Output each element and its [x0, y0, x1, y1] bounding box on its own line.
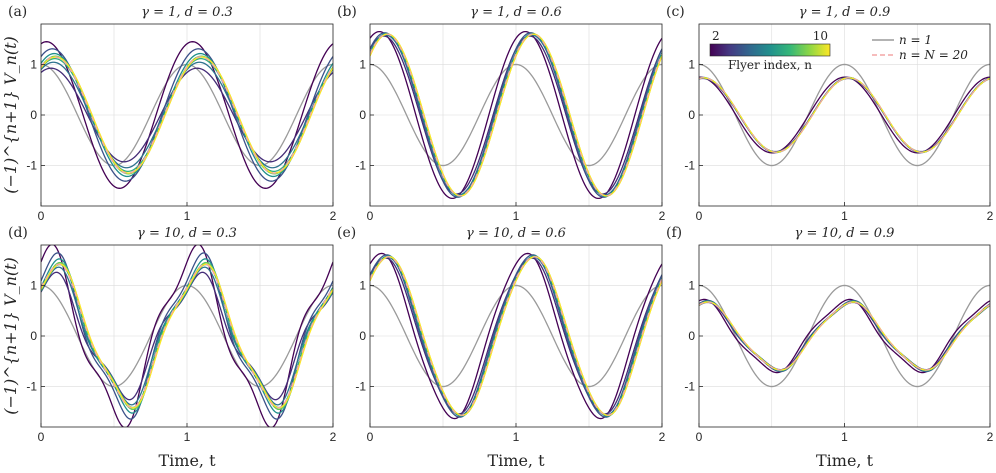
x-tick-label: 1	[513, 209, 520, 223]
panel-b: 0 1 2 -1 0 1 (b) γ = 1, d = 0.6	[337, 4, 666, 223]
y-tick-label: 0	[688, 108, 695, 122]
x-tick-label: 0	[696, 430, 703, 444]
series-n20	[699, 77, 990, 153]
colorbar-max-label: 10	[813, 29, 828, 43]
panel-f: 0 1 2 -1 0 1 (f) γ = 10, d = 0.9	[666, 225, 994, 444]
series-n2	[699, 298, 990, 374]
y-tick-label: 1	[688, 278, 695, 292]
y-tick-label: 0	[30, 329, 37, 343]
panel-d: 0 1 2 -1 0 1 (d) γ = 10, d = 0.3	[8, 225, 337, 444]
panel-title: γ = 1, d = 0.3	[141, 5, 233, 20]
y-tick-label: 1	[359, 278, 366, 292]
panel-title: γ = 10, d = 0.6	[466, 226, 566, 241]
panel-label: (e)	[337, 225, 356, 241]
panel-c: 0 1 2 -1 0 1 (c) γ = 1, d = 0.9	[666, 4, 994, 223]
panel-title: γ = 1, d = 0.6	[470, 5, 562, 20]
panel-e: 0 1 2 -1 0 1 (e) γ = 10, d = 0.6	[337, 225, 666, 444]
series-n10	[41, 56, 333, 174]
y-tick-label: -1	[26, 159, 37, 173]
y-tick-label: 1	[30, 57, 37, 71]
y-tick-label: -1	[26, 380, 37, 394]
series-n10	[370, 33, 662, 197]
legend-label: n = 1	[899, 33, 932, 47]
panel-label: (b)	[337, 4, 357, 20]
panel-label: (a)	[8, 4, 27, 20]
panel-title: γ = 10, d = 0.3	[137, 226, 237, 241]
panel-title: γ = 1, d = 0.9	[799, 5, 891, 20]
x-tick-label: 2	[659, 209, 666, 223]
x-tick-label: 0	[696, 209, 703, 223]
series-group	[699, 63, 990, 167]
series-n4	[41, 252, 333, 420]
x-tick-label: 0	[38, 209, 45, 223]
x-axis-label: Time, t	[816, 451, 874, 470]
y-tick-label: 0	[359, 108, 366, 122]
series-n10	[41, 263, 333, 409]
series-group	[41, 245, 333, 427]
colorbar-title: Flyer index, n	[728, 58, 812, 72]
x-tick-label: 0	[38, 430, 45, 444]
series-group	[370, 252, 662, 420]
panel-label: (c)	[666, 4, 685, 20]
x-tick-label: 1	[184, 209, 191, 223]
colorbar	[709, 43, 831, 57]
y-tick-label: -1	[355, 380, 366, 394]
series-n6	[41, 258, 333, 414]
x-tick-label: 2	[987, 209, 994, 223]
x-axis-label: Time, t	[487, 451, 545, 470]
series-n5	[41, 61, 333, 169]
series-n2	[370, 252, 662, 420]
panels-group: 0 1 2 -1 0 1 (a) γ = 1, d = 0.3 0 1 2 -1 0 1 (b) γ = 1,…	[8, 4, 994, 444]
y-tick-label: 0	[359, 329, 366, 343]
y-axis-label: (−1)^{n+1} V_n(t)	[1, 257, 20, 415]
legend-group: 2 10 Flyer index, n n = 1n = N = 20	[709, 29, 968, 72]
panel-title: γ = 10, d = 0.9	[795, 226, 895, 241]
y-tick-label: 1	[30, 278, 37, 292]
series-n1	[699, 284, 990, 388]
series-n10	[370, 256, 662, 416]
series-group	[370, 30, 662, 200]
x-tick-label: 1	[513, 430, 520, 444]
x-tick-label: 2	[330, 430, 337, 444]
series-n20	[41, 56, 333, 174]
y-tick-label: 0	[688, 329, 695, 343]
series-n20	[699, 301, 990, 371]
y-tick-label: 0	[30, 108, 37, 122]
x-tick-label: 1	[841, 209, 848, 223]
y-tick-label: -1	[684, 380, 695, 394]
y-axis-label: (−1)^{n+1} V_n(t)	[1, 36, 20, 194]
x-tick-label: 2	[659, 430, 666, 444]
panel-a: 0 1 2 -1 0 1 (a) γ = 1, d = 0.3	[8, 4, 337, 223]
series-n2	[370, 30, 662, 200]
x-tick-label: 2	[330, 209, 337, 223]
x-tick-label: 1	[184, 430, 191, 444]
x-tick-label: 2	[987, 430, 994, 444]
panel-label: (d)	[8, 225, 28, 241]
y-tick-label: -1	[355, 159, 366, 173]
y-tick-label: 1	[688, 57, 695, 71]
series-n1	[370, 63, 662, 167]
y-tick-label: 1	[359, 57, 366, 71]
series-group	[41, 41, 333, 189]
series-n4	[41, 48, 333, 182]
y-tick-label: -1	[684, 159, 695, 173]
x-tick-label: 0	[367, 209, 374, 223]
axis-labels-group: (−1)^{n+1} V_n(t) (−1)^{n+1} V_n(t) Time, …	[1, 36, 874, 470]
series-n2	[41, 245, 333, 427]
legend-label: n = N = 20	[899, 48, 968, 62]
x-tick-label: 0	[367, 430, 374, 444]
x-axis-label: Time, t	[158, 451, 216, 470]
series-n20	[41, 263, 333, 409]
series-n20	[370, 33, 662, 197]
series-n2	[699, 76, 990, 154]
colorbar-min-label: 2	[712, 29, 720, 43]
x-tick-label: 1	[841, 430, 848, 444]
series-n1	[370, 284, 662, 388]
series-group	[699, 284, 990, 388]
panel-label: (f)	[666, 225, 682, 241]
